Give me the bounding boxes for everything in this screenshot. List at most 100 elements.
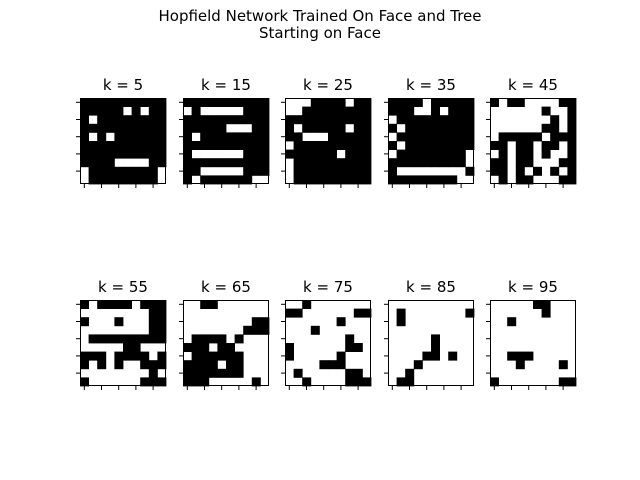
heatmap-cell [217, 343, 227, 352]
heatmap-cell [319, 149, 329, 159]
heatmap-cell [362, 106, 372, 116]
heatmap-cell [558, 132, 568, 142]
heatmap-cell [260, 166, 270, 176]
heatmap-cell [567, 175, 577, 185]
heatmap-cell [123, 141, 132, 150]
heatmap-cell [243, 166, 253, 176]
heatmap-cell [234, 132, 244, 142]
heatmap-cell [558, 175, 568, 185]
heatmap-cell [260, 158, 270, 168]
heatmap-cell [541, 308, 551, 318]
heatmap-cell [515, 149, 525, 159]
heatmap-cell [80, 141, 89, 150]
heatmap-cell [413, 360, 423, 370]
heatmap-panel [281, 300, 372, 390]
heatmap-cell [448, 106, 458, 116]
heatmap-cell [251, 106, 261, 116]
heatmap-cell [157, 300, 167, 309]
heatmap-cell [507, 351, 517, 361]
heatmap-cell [217, 368, 227, 378]
heatmap-cell [148, 166, 158, 176]
heatmap-cell [345, 132, 355, 142]
heatmap-cell [285, 115, 294, 125]
heatmap-cell [353, 149, 363, 159]
heatmap-cell [388, 123, 397, 133]
heatmap-cell [507, 317, 517, 327]
heatmap-cell [183, 149, 192, 159]
heatmap-cell [558, 98, 568, 107]
heatmap-cell [567, 123, 577, 133]
heatmap-cell [388, 175, 397, 185]
heatmap-cell [123, 149, 132, 159]
heatmap-cell [448, 141, 458, 150]
heatmap-cell [251, 317, 261, 327]
heatmap-cell [217, 351, 227, 361]
heatmap-cell [490, 377, 499, 387]
heatmap-cell [97, 132, 107, 142]
heatmap-cell [336, 115, 346, 125]
heatmap-cell [208, 175, 218, 185]
heatmap-cell [413, 141, 423, 150]
heatmap-cell [507, 98, 517, 107]
heatmap-cell [148, 368, 158, 378]
heatmap-cell [208, 141, 218, 150]
heatmap-cell [524, 351, 534, 361]
heatmap-cell [310, 98, 320, 107]
heatmap-cell [345, 115, 355, 125]
heatmap-cell [567, 132, 577, 142]
heatmap-cell [131, 123, 141, 133]
heatmap-cell [251, 115, 261, 125]
heatmap-cell [217, 132, 227, 142]
heatmap-cell [88, 98, 98, 107]
heatmap-cell [431, 132, 440, 142]
heatmap-cell [396, 317, 406, 327]
heatmap-cell [456, 141, 466, 150]
heatmap-cell [465, 141, 475, 150]
heatmap-cell [208, 334, 218, 344]
heatmap-cell [524, 149, 534, 159]
heatmap-cell [353, 106, 363, 116]
heatmap-panel [384, 300, 475, 390]
heatmap-cell [336, 360, 346, 370]
heatmap-cell [234, 334, 244, 344]
heatmap-cell [345, 149, 355, 159]
heatmap-cell [465, 308, 475, 318]
heatmap-cell [226, 343, 235, 352]
heatmap-cell [345, 334, 355, 344]
heatmap-cell [388, 141, 397, 150]
panel-frame [80, 300, 166, 386]
heatmap-cell [524, 175, 534, 185]
heatmap-cell [431, 175, 440, 185]
panel-frame [80, 98, 166, 184]
heatmap-cell [336, 123, 346, 133]
heatmap-cell [80, 115, 89, 125]
heatmap-cell [260, 123, 270, 133]
heatmap-cell [448, 115, 458, 125]
panel-frame [490, 98, 576, 184]
heatmap-cell [208, 132, 218, 142]
heatmap-cell [191, 123, 201, 133]
heatmap-cell [302, 166, 312, 176]
heatmap-cell [310, 149, 320, 159]
heatmap-cell [328, 141, 337, 150]
heatmap-cell [439, 98, 449, 107]
heatmap-cell [396, 308, 406, 318]
heatmap-cell [439, 175, 449, 185]
heatmap-cell [114, 351, 124, 361]
heatmap-panel [281, 98, 372, 188]
heatmap-cell [362, 149, 372, 159]
heatmap-cell [251, 325, 261, 335]
heatmap-cell [251, 158, 261, 168]
heatmap-cell [226, 351, 235, 361]
heatmap-cell [157, 115, 167, 125]
heatmap-cell [431, 343, 440, 352]
heatmap-cell [123, 175, 132, 185]
heatmap-cell [148, 175, 158, 185]
heatmap-cell [140, 175, 150, 185]
heatmap-cell [105, 300, 115, 309]
heatmap-cell [183, 115, 192, 125]
panel-title: k = 5 [102, 76, 144, 94]
heatmap-cell [243, 106, 253, 116]
heatmap-cell [243, 98, 253, 107]
heatmap-cell [388, 106, 397, 116]
